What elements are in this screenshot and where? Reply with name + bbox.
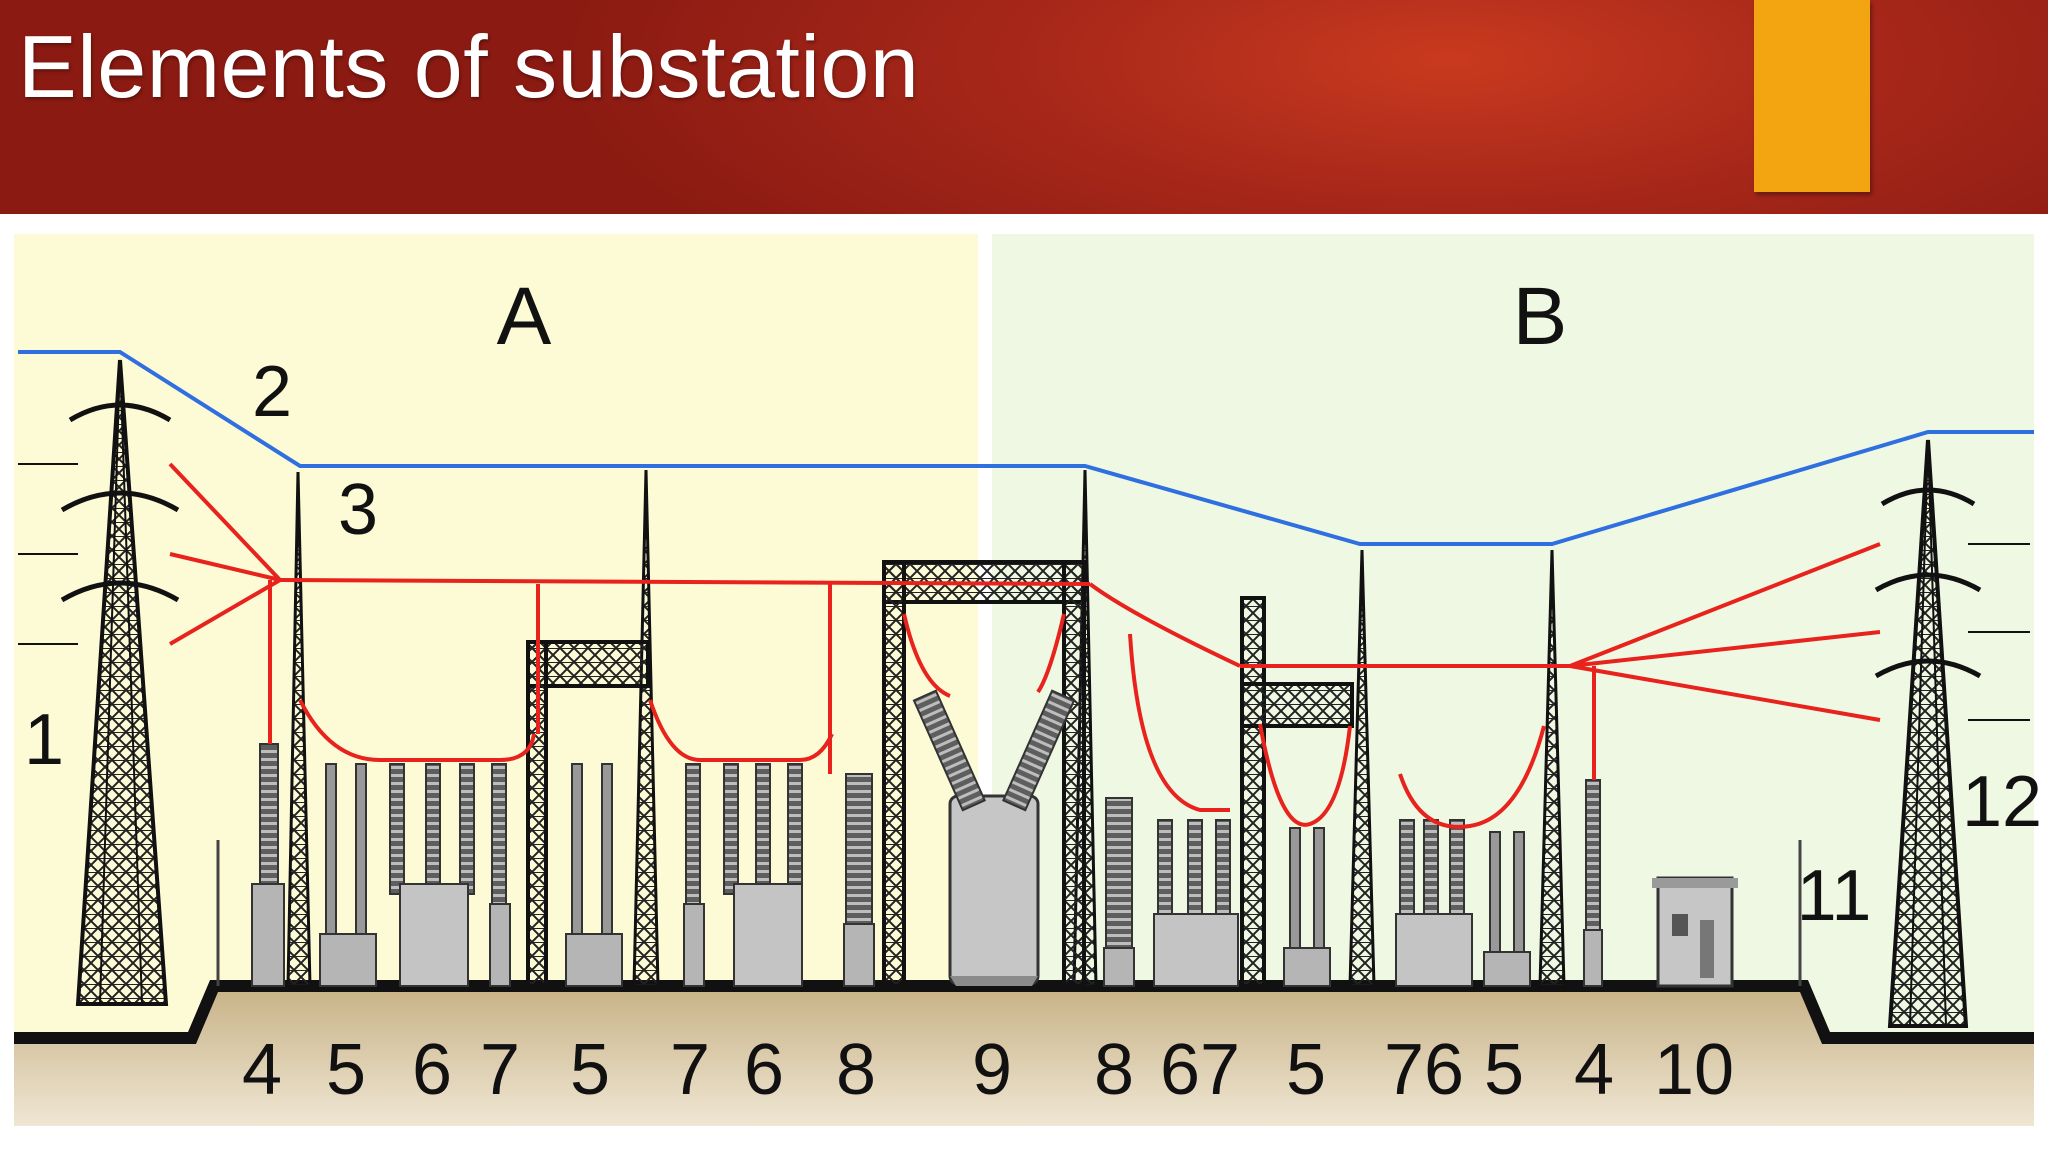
bottom-label: 5 [570, 1030, 610, 1110]
substation-diagram: A B 1 2 3 11 12 4 5 6 7 5 7 6 8 9 8 67 5… [0, 214, 2048, 1152]
bottom-label: 76 [1384, 1030, 1464, 1110]
bottom-label: 9 [972, 1030, 1012, 1110]
callout-1: 1 [24, 700, 64, 780]
bottom-label: 4 [242, 1030, 282, 1110]
bottom-label: 7 [670, 1030, 710, 1110]
accent-bar [1754, 0, 1870, 192]
bottom-label: 5 [1286, 1030, 1326, 1110]
power-transformer [912, 689, 1076, 986]
bottom-label: 5 [1484, 1030, 1524, 1110]
bottom-label: 67 [1160, 1030, 1240, 1110]
control-room [1652, 876, 1738, 988]
zone-label-a: A [497, 271, 552, 362]
sky-wire [18, 350, 2034, 546]
ground [14, 984, 2034, 1126]
equipment-columns [251, 743, 1603, 987]
left-transmission-tower [18, 359, 180, 1006]
bottom-label: 6 [412, 1030, 452, 1110]
slide-header: Elements of substation [0, 0, 2048, 214]
bottom-label: 10 [1654, 1030, 1734, 1110]
conductors [168, 462, 1881, 829]
bottom-label: 8 [836, 1030, 876, 1110]
zone-label-b: B [1513, 271, 1568, 362]
bottom-label: 4 [1574, 1030, 1614, 1110]
callout-2: 2 [252, 352, 292, 432]
bottom-label: 6 [744, 1030, 784, 1110]
callout-11: 11 [1797, 856, 1872, 936]
right-transmission-tower [1874, 439, 2030, 1028]
bottom-label: 5 [326, 1030, 366, 1110]
callout-3: 3 [338, 470, 378, 550]
gantry-masts [286, 469, 1566, 988]
slide-title: Elements of substation [18, 17, 920, 116]
bottom-label: 7 [480, 1030, 520, 1110]
bottom-label: 8 [1094, 1030, 1134, 1110]
callout-12: 12 [1962, 762, 2042, 842]
